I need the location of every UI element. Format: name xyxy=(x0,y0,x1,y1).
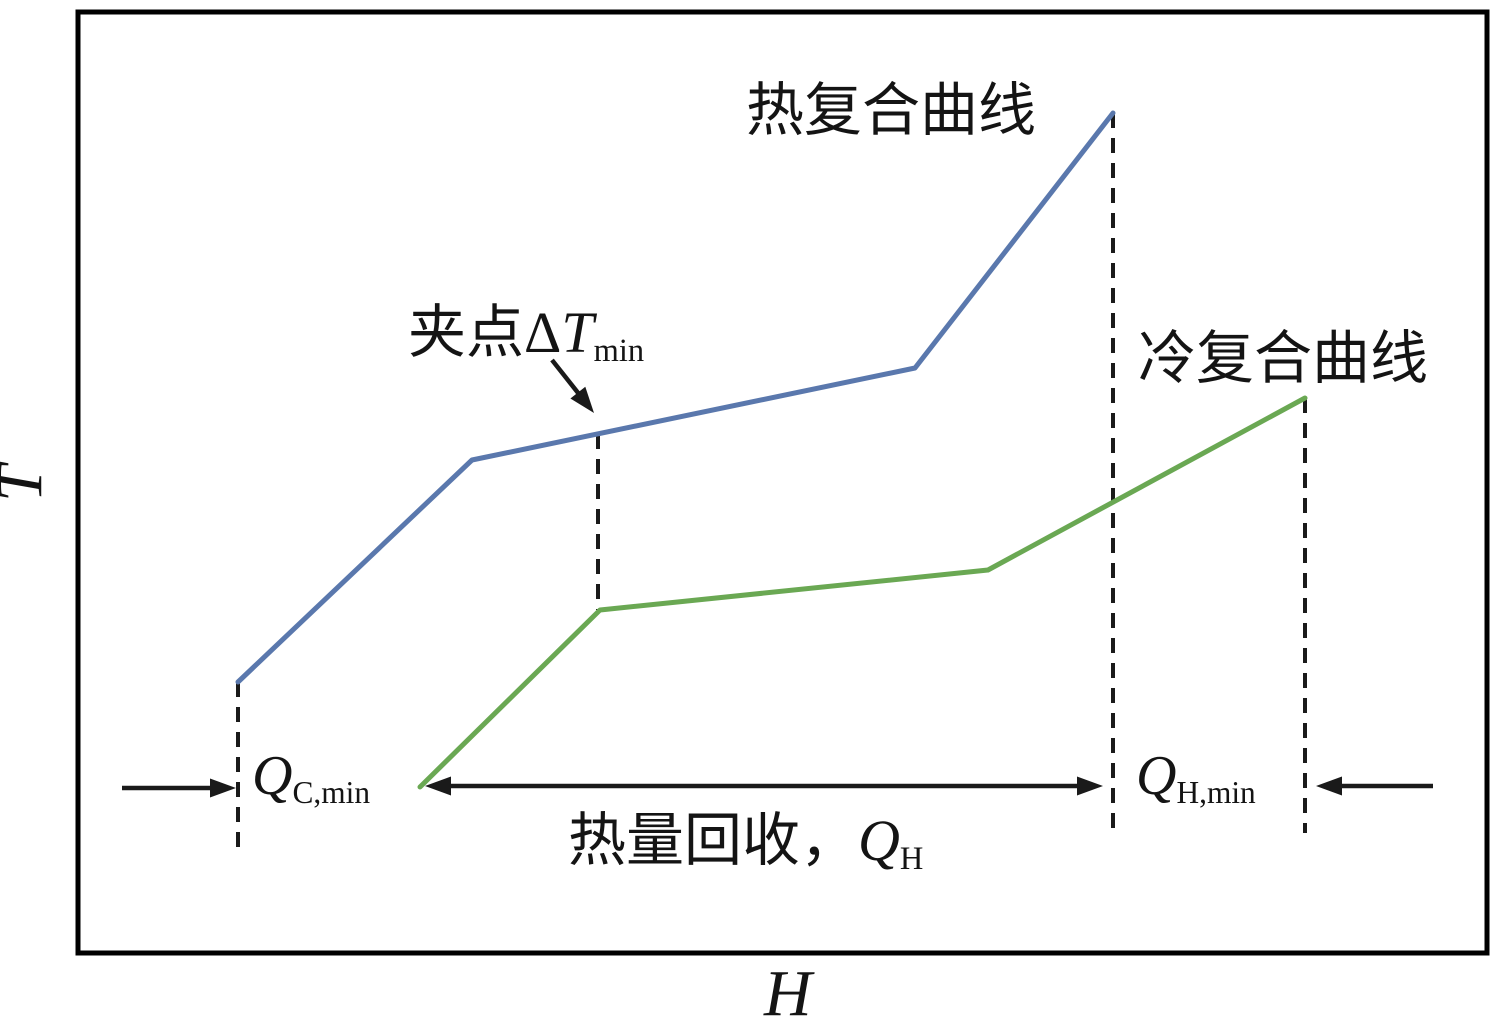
pinch-label: 夹点ΔTmin xyxy=(408,300,644,367)
qh-min-label: QH,min xyxy=(1136,745,1256,808)
qh-min-arrow-head xyxy=(1316,776,1342,796)
heat-recovery-span-arrow-head-start xyxy=(425,776,451,796)
hot-composite-curve xyxy=(235,110,1116,685)
pinch-label-prefix: 夹点Δ xyxy=(408,300,562,365)
qh-symbol: Q xyxy=(1136,745,1177,807)
qh-subscript: H,min xyxy=(1176,774,1256,810)
qc-min-arrow-head xyxy=(210,778,236,798)
hot-curve-label: 热复合曲线 xyxy=(746,78,1037,143)
heat-recovery-symbol: Q xyxy=(858,808,900,873)
heat-recovery-prefix: 热量回收， xyxy=(568,808,859,873)
pinch-pointer-arrow-head xyxy=(570,386,594,413)
plot-border xyxy=(75,9,1490,956)
heat-recovery-span-arrow-head xyxy=(1077,776,1103,796)
x-axis-label: H xyxy=(764,957,812,1030)
qc-min-label: QC,min xyxy=(252,745,370,808)
cold-composite-curve xyxy=(417,395,1308,790)
pinch-label-symbol: T xyxy=(561,300,594,365)
y-axis-label: T xyxy=(0,465,57,502)
heat-recovery-label: 热量回收，QH xyxy=(568,808,923,875)
qc-symbol: Q xyxy=(252,745,293,807)
qc-subscript: C,min xyxy=(292,774,370,810)
pinch-label-subscript: min xyxy=(593,333,645,370)
cold-curve-label: 冷复合曲线 xyxy=(1138,326,1429,391)
pinch-pointer-arrow-shaft xyxy=(550,358,583,398)
heat-recovery-subscript: H xyxy=(899,841,924,878)
